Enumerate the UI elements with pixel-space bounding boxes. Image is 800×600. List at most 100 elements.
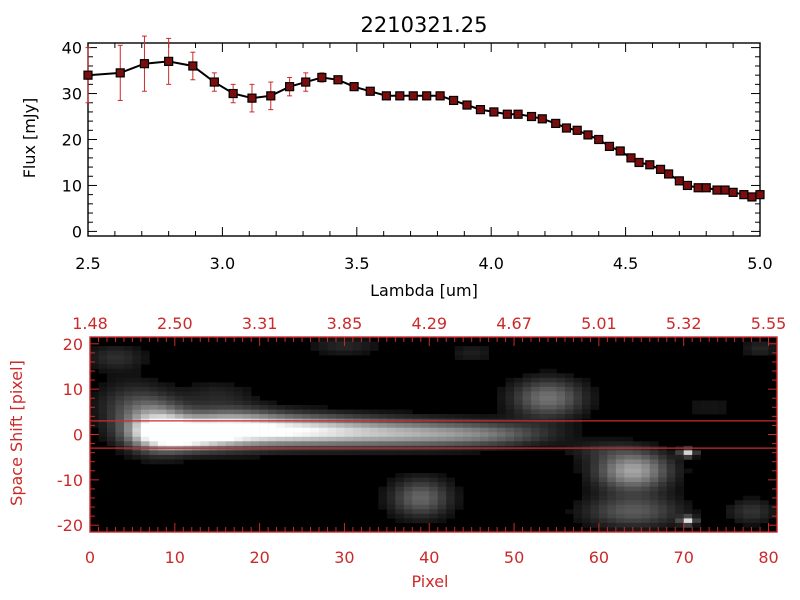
image-pixel [429, 513, 439, 519]
image-pixel [386, 432, 396, 438]
image-pixel [573, 436, 583, 442]
image-pixel [590, 400, 600, 406]
data-point [594, 134, 604, 145]
image-pixel [471, 423, 481, 428]
image-pixel [242, 391, 252, 397]
image-pixel [217, 454, 226, 460]
image-pixel [437, 423, 447, 428]
image-pixel [157, 382, 167, 388]
image-pixel [497, 391, 506, 397]
image-pixel [412, 504, 422, 510]
image-pixel [505, 441, 515, 447]
image-pixel [590, 522, 600, 528]
image-pixel [666, 482, 676, 487]
image-pixel [615, 500, 625, 506]
image-pixel [378, 491, 388, 497]
image-pixel [217, 432, 226, 438]
image-pixel [564, 400, 574, 406]
wavelength-tick-label: 3.31 [242, 314, 278, 333]
image-pixel [522, 427, 532, 433]
image-pixel [386, 427, 396, 433]
image-pixel [683, 454, 693, 460]
image-pixel [386, 436, 396, 442]
image-pixel [420, 509, 430, 515]
image-pixel [140, 409, 150, 415]
image-pixel [514, 427, 523, 433]
image-pixel [564, 509, 574, 515]
image-pixel [335, 346, 345, 351]
image-pixel [412, 518, 422, 524]
image-pixel [200, 382, 210, 388]
image-pixel [573, 405, 583, 410]
image-pixel [251, 427, 260, 433]
image-pixel [590, 405, 600, 410]
image-pixel [505, 436, 515, 442]
image-pixel [123, 405, 133, 410]
image-pixel [548, 386, 557, 392]
image-pixel [115, 355, 125, 360]
image-pixel [140, 432, 150, 438]
image-pixel [666, 491, 676, 497]
image-pixel [573, 400, 583, 406]
image-pixel [548, 432, 557, 438]
image-pixel [123, 359, 133, 365]
image-pixel [378, 427, 388, 433]
image-pixel [658, 454, 668, 460]
image-pixel [319, 441, 328, 447]
image-pixel [132, 395, 142, 401]
image-pixel [658, 459, 668, 465]
image-pixel [319, 346, 328, 351]
data-point [551, 118, 561, 129]
image-pixel [658, 500, 668, 506]
image-pixel [268, 441, 277, 447]
image-pixel [412, 432, 422, 438]
image-pixel [564, 373, 574, 379]
image-pixel [607, 513, 617, 519]
data-point [572, 125, 582, 135]
image-pixel [208, 436, 218, 442]
image-pixel [624, 491, 634, 497]
image-pixel [581, 382, 591, 388]
data-point [720, 185, 730, 195]
image-pixel [293, 427, 303, 433]
image-pixel [293, 432, 303, 438]
image-pixel [548, 409, 557, 415]
image-pixel [90, 391, 99, 397]
image-pixel [615, 441, 625, 447]
image-pixel [446, 486, 455, 492]
x-tick-label: 3.5 [344, 254, 369, 273]
x-tick-label: 4.0 [478, 254, 503, 273]
image-pixel [581, 377, 591, 383]
image-pixel [675, 473, 684, 478]
image-pixel [420, 414, 430, 419]
image-pixel [514, 391, 523, 397]
image-pixel [666, 495, 676, 501]
image-pixel [327, 350, 337, 356]
image-pixel [522, 414, 532, 419]
image-pixel [768, 509, 778, 515]
image-pixel [115, 364, 125, 370]
image-pixel [683, 500, 693, 506]
image-pixel [285, 427, 294, 433]
image-pixel [335, 441, 345, 447]
image-pixel [590, 395, 600, 401]
image-pixel [352, 423, 362, 428]
image-pixel [607, 473, 617, 478]
image-pixel [480, 423, 489, 428]
image-pixel [395, 509, 405, 515]
image-pixel [573, 513, 583, 519]
image-pixel [564, 377, 574, 383]
image-pixel [539, 414, 549, 419]
image-pixel [437, 482, 447, 487]
image-pixel [386, 495, 396, 501]
image-pixel [327, 450, 337, 456]
image-pixel [115, 377, 125, 383]
image-pixel [429, 509, 439, 515]
image-pixel [615, 477, 625, 483]
image-pixel [497, 441, 506, 447]
image-pixel [403, 491, 413, 497]
image-pixel [675, 504, 684, 510]
image-pixel [217, 436, 226, 442]
image-pixel [437, 486, 447, 492]
